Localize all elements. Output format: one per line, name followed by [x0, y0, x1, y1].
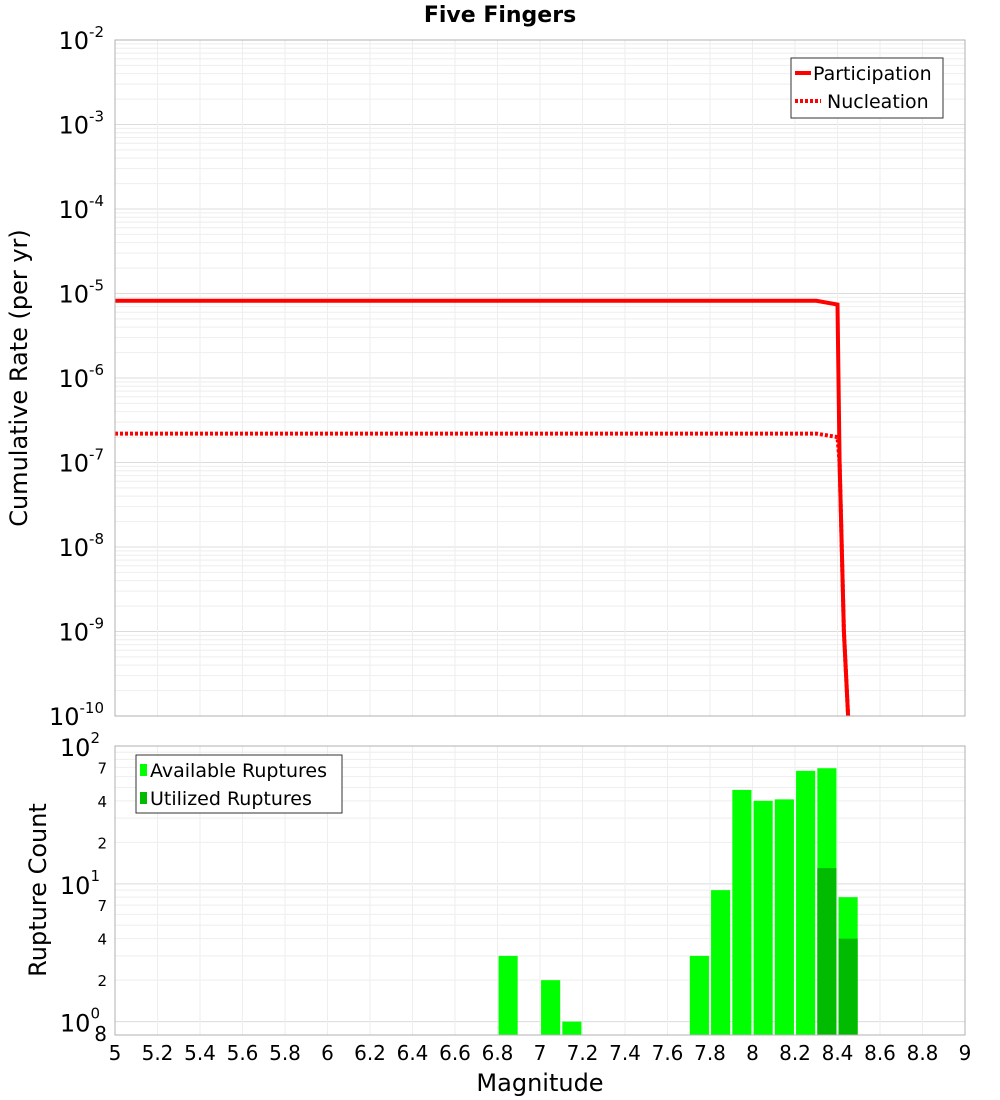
- chart-title: Five Fingers: [424, 3, 576, 28]
- available-rupture-bar: [498, 955, 518, 1035]
- rate-y-axis-label: Cumulative Rate (per yr): [5, 229, 33, 527]
- x-tick-label: 7: [534, 1041, 547, 1065]
- rate-y-tick-label: 10-8: [58, 530, 104, 562]
- rate-y-tick-label: 10-9: [58, 615, 104, 647]
- count-y-minor-label: 4: [97, 793, 107, 811]
- count-legend: Available Ruptures Utilized Ruptures: [135, 754, 343, 814]
- x-tick-label: 8.8: [907, 1041, 939, 1065]
- rate-y-tick-label: 10-10: [49, 699, 104, 731]
- count-y-axis-label: Rupture Count: [24, 803, 52, 977]
- count-y-minor-label: 8: [94, 1022, 107, 1046]
- count-legend-box: [135, 754, 343, 814]
- rate-gridlines: [114, 40, 966, 717]
- available-rupture-bar: [562, 1021, 582, 1035]
- rate-legend: Participation Nucleation: [790, 57, 944, 119]
- utilized-rupture-bar: [817, 868, 837, 1035]
- available-rupture-bar: [732, 789, 752, 1035]
- x-tick-label: 7.2: [567, 1041, 599, 1065]
- count-y-minor-label: 2: [97, 972, 107, 990]
- x-tick-label: 6.2: [354, 1041, 386, 1065]
- x-tick-label: 5: [109, 1041, 122, 1065]
- x-tick-label: 6.6: [439, 1041, 471, 1065]
- rate-y-ticks: 10-2 10-3 10-4 10-5 10-6 10-7 10-8 10-9 10-10: [49, 23, 104, 731]
- rate-y-tick-label: 10-2: [58, 23, 104, 55]
- rate-plot-frame: [114, 39, 966, 717]
- rate-panel: 10-2 10-3 10-4 10-5 10-6 10-7 10-8 10-9 10-10 Cu…: [5, 23, 966, 731]
- available-rupture-bar: [689, 955, 709, 1035]
- x-tick-label: 6: [321, 1041, 334, 1065]
- x-tick-label: 5.6: [227, 1041, 259, 1065]
- x-tick-label: 8.4: [822, 1041, 854, 1065]
- x-tick-label: 7.6: [652, 1041, 684, 1065]
- utilized-legend-swatch: [140, 792, 147, 804]
- available-legend-swatch: [140, 764, 147, 776]
- utilized-legend-label: Utilized Ruptures: [150, 788, 312, 810]
- count-y-major-label: 100: [60, 1005, 100, 1038]
- utilized-rupture-bar: [838, 938, 858, 1035]
- rate-y-tick-label: 10-7: [58, 446, 104, 478]
- available-rupture-bar: [541, 980, 561, 1035]
- rate-y-tick-label: 10-6: [58, 361, 104, 393]
- x-tick-label: 5.4: [184, 1041, 216, 1065]
- rate-series: [115, 298, 851, 717]
- available-rupture-bar: [774, 799, 794, 1035]
- available-rupture-bar: [711, 890, 731, 1035]
- count-bars: [498, 768, 858, 1035]
- x-tick-label: 6.4: [397, 1041, 429, 1065]
- available-rupture-bar: [796, 770, 816, 1035]
- count-y-major-label: 101: [60, 867, 100, 900]
- count-plot-frame: [114, 745, 966, 1036]
- rate-y-tick-label: 10-4: [58, 192, 104, 224]
- rate-y-tick-label: 10-3: [58, 108, 104, 140]
- participation-legend-label: Participation: [813, 63, 932, 85]
- x-tick-label: 7.8: [694, 1041, 726, 1065]
- count-panel: 102 101 100 7 4 2 7 4 2 8 5 5.2 5.4 5.6 5.8 6 6.2 6.4 6.6…: [24, 729, 971, 1097]
- rate-y-tick-label: 10-5: [58, 277, 104, 309]
- rate-legend-box: [790, 57, 944, 119]
- count-y-minor-label: 7: [97, 759, 107, 777]
- count-y-major-label: 102: [60, 729, 100, 762]
- nucleation-legend-label: Nucleation: [827, 91, 929, 113]
- x-ticks: 5 5.2 5.4 5.6 5.8 6 6.2 6.4 6.6 6.8 7 7.2 7.4 7.6 7.8 8…: [109, 1041, 972, 1065]
- x-tick-label: 8: [746, 1041, 759, 1065]
- x-tick-label: 8.6: [864, 1041, 896, 1065]
- count-y-minor-label: 2: [97, 834, 107, 852]
- x-tick-label: 5.2: [142, 1041, 174, 1065]
- count-y-ticks: 102 101 100 7 4 2 7 4 2 8: [60, 729, 107, 1046]
- x-tick-label: 8.2: [779, 1041, 811, 1065]
- x-axis-label: Magnitude: [476, 1069, 603, 1097]
- count-y-minor-label: 7: [97, 897, 107, 915]
- x-tick-label: 6.8: [482, 1041, 514, 1065]
- available-rupture-bar: [753, 800, 773, 1035]
- x-tick-label: 9: [959, 1041, 972, 1065]
- x-tick-label: 7.4: [609, 1041, 641, 1065]
- count-y-minor-label: 4: [97, 931, 107, 949]
- available-legend-label: Available Ruptures: [150, 760, 327, 782]
- nucleation-line: [115, 431, 851, 717]
- x-tick-label: 5.8: [269, 1041, 301, 1065]
